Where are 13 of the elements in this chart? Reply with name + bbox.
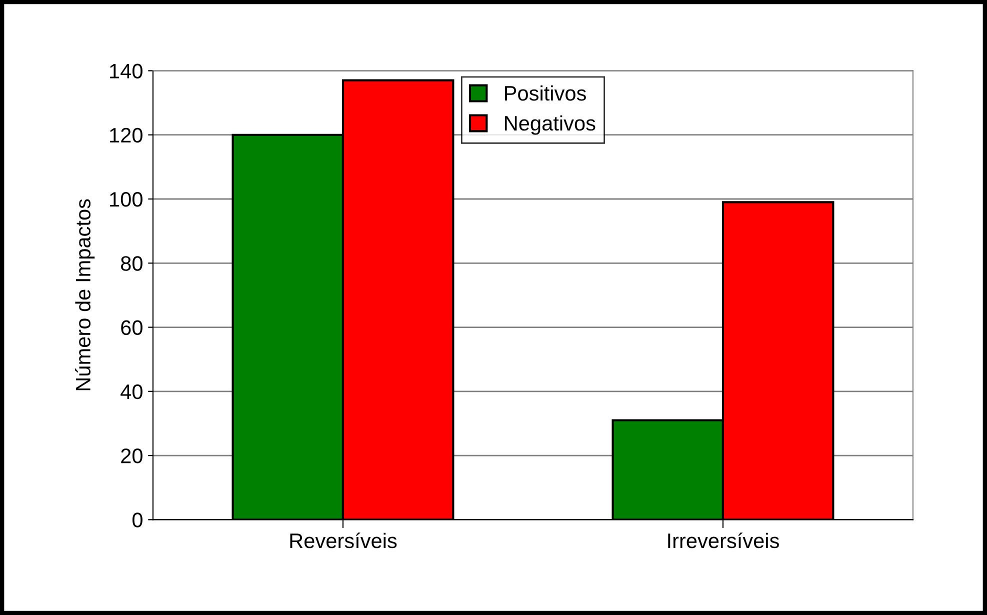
- legend-label: Positivos: [505, 85, 586, 101]
- y-tick-label: 120: [110, 128, 142, 143]
- legend-label: Negativos: [505, 115, 596, 135]
- x-tick-label: Irreversíveis: [668, 532, 779, 548]
- y-tick-label: 20: [121, 448, 142, 464]
- y-axis-title: Número de Impactos: [74, 199, 95, 390]
- y-tick-label: 60: [121, 320, 142, 336]
- y-tick-label: 80: [120, 256, 142, 271]
- y-tick-label: 0: [132, 512, 142, 528]
- y-tick-label: 100: [110, 192, 142, 207]
- y-tick-label: 140: [110, 64, 142, 78]
- x-tick-label: Reversíveis: [290, 532, 397, 548]
- y-tick-label: 40: [120, 384, 142, 400]
